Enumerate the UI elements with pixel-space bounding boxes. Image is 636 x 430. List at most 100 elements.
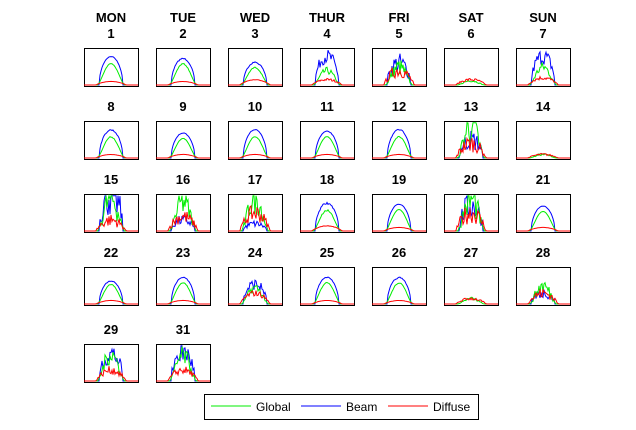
diffuse-series-line — [300, 225, 354, 232]
day-panel: 25 — [300, 245, 355, 306]
diffuse-series-line — [300, 153, 354, 159]
diffuse-series-line — [372, 226, 426, 232]
day-number: 27 — [464, 245, 478, 260]
day-number: 24 — [248, 245, 263, 260]
day-plot-frame — [156, 48, 211, 87]
day-plot-frame — [84, 194, 139, 233]
day-panel: 6 — [444, 26, 499, 87]
diffuse-series-line — [300, 300, 354, 305]
day-plot-frame — [372, 194, 427, 233]
diffuse-series-line — [444, 136, 498, 159]
day-number: 2 — [179, 26, 186, 41]
day-number: 11 — [320, 99, 334, 114]
day-number: 26 — [392, 245, 406, 260]
day-panel: 23 — [156, 245, 211, 306]
diffuse-series-line — [156, 299, 210, 305]
weekday-label: SAT — [458, 10, 483, 25]
day-number: 21 — [536, 172, 550, 187]
day-panel: 22 — [84, 245, 139, 306]
day-number: 25 — [320, 245, 334, 260]
day-number: 23 — [176, 245, 190, 260]
day-number: 15 — [104, 172, 118, 187]
day-plot-frame — [300, 121, 355, 160]
diffuse-series-line — [444, 296, 498, 305]
day-panel: 10 — [228, 99, 283, 160]
day-number: 29 — [104, 322, 118, 337]
day-number: 7 — [539, 26, 546, 41]
day-panel: 18 — [300, 172, 355, 233]
day-plot-frame — [156, 267, 211, 306]
legend-label-global: Global — [256, 400, 291, 414]
day-panel: 28 — [516, 245, 571, 306]
day-panel: 31 — [156, 322, 211, 383]
diffuse-series-line — [228, 290, 282, 305]
day-plot-frame — [84, 48, 139, 87]
day-panel: 21 — [516, 172, 571, 233]
diffuse-series-line — [228, 79, 282, 86]
day-plot-frame — [372, 267, 427, 306]
diffuse-series-line — [156, 212, 210, 232]
diffuse-series-line — [372, 299, 426, 305]
day-panel: 13 — [444, 99, 499, 160]
day-panel: 20 — [444, 172, 499, 233]
day-number: 22 — [104, 245, 118, 260]
day-panel: 9 — [156, 99, 211, 160]
day-panel: 27 — [444, 245, 499, 306]
day-number: 3 — [251, 26, 258, 41]
day-plot-frame — [228, 121, 283, 160]
day-panel: 29 — [84, 322, 139, 383]
day-number: 5 — [395, 26, 402, 41]
day-number: 9 — [179, 99, 186, 114]
weekday-label: MON — [96, 10, 126, 25]
day-panel: 26 — [372, 245, 427, 306]
day-panel: 16 — [156, 172, 211, 233]
diffuse-series-line — [84, 214, 138, 232]
legend: Global Beam Diffuse — [204, 394, 479, 420]
diffuse-series-line — [84, 80, 138, 86]
day-panel: 7 — [516, 26, 571, 87]
day-panel: 2 — [156, 26, 211, 87]
legend-label-beam: Beam — [346, 400, 377, 414]
day-panel: 14 — [516, 99, 571, 160]
day-panel: 1 — [84, 26, 139, 87]
diffuse-series-line — [516, 152, 570, 159]
diffuse-series-line — [84, 299, 138, 305]
diffuse-series-line — [300, 77, 354, 86]
day-number: 16 — [176, 172, 190, 187]
day-number: 28 — [536, 245, 550, 260]
day-number: 4 — [323, 26, 331, 41]
day-plot-frame — [372, 121, 427, 160]
weekday-label: TUE — [170, 10, 196, 25]
day-number: 8 — [107, 99, 114, 114]
diffuse-series-line — [156, 80, 210, 86]
day-plot-frame — [84, 121, 139, 160]
day-number: 6 — [467, 26, 474, 41]
day-panel: 11 — [300, 99, 355, 160]
day-number: 18 — [320, 172, 334, 187]
legend-label-diffuse: Diffuse — [433, 400, 470, 414]
day-panel: 8 — [84, 99, 139, 160]
day-plot-frame — [300, 267, 355, 306]
weekday-label: THUR — [309, 10, 346, 25]
day-plot-frame — [300, 194, 355, 233]
day-number: 19 — [392, 172, 406, 187]
diffuse-series-line — [84, 366, 138, 382]
weekday-label: WED — [240, 10, 270, 25]
day-number: 13 — [464, 99, 478, 114]
diffuse-series-line — [156, 153, 210, 159]
diffuse-series-line — [516, 226, 570, 232]
day-panel: 24 — [228, 245, 283, 306]
diffuse-series-line — [444, 207, 498, 232]
diffuse-series-line — [228, 153, 282, 159]
day-panel: 17 — [228, 172, 283, 233]
day-plot-frame — [444, 48, 499, 87]
day-plot-frame — [516, 194, 571, 233]
diffuse-series-line — [516, 289, 570, 305]
day-panel: 5 — [372, 26, 427, 87]
day-plot-frame — [516, 121, 571, 160]
day-number: 31 — [176, 322, 190, 337]
day-number: 17 — [248, 172, 262, 187]
diffuse-series-line — [84, 154, 138, 159]
